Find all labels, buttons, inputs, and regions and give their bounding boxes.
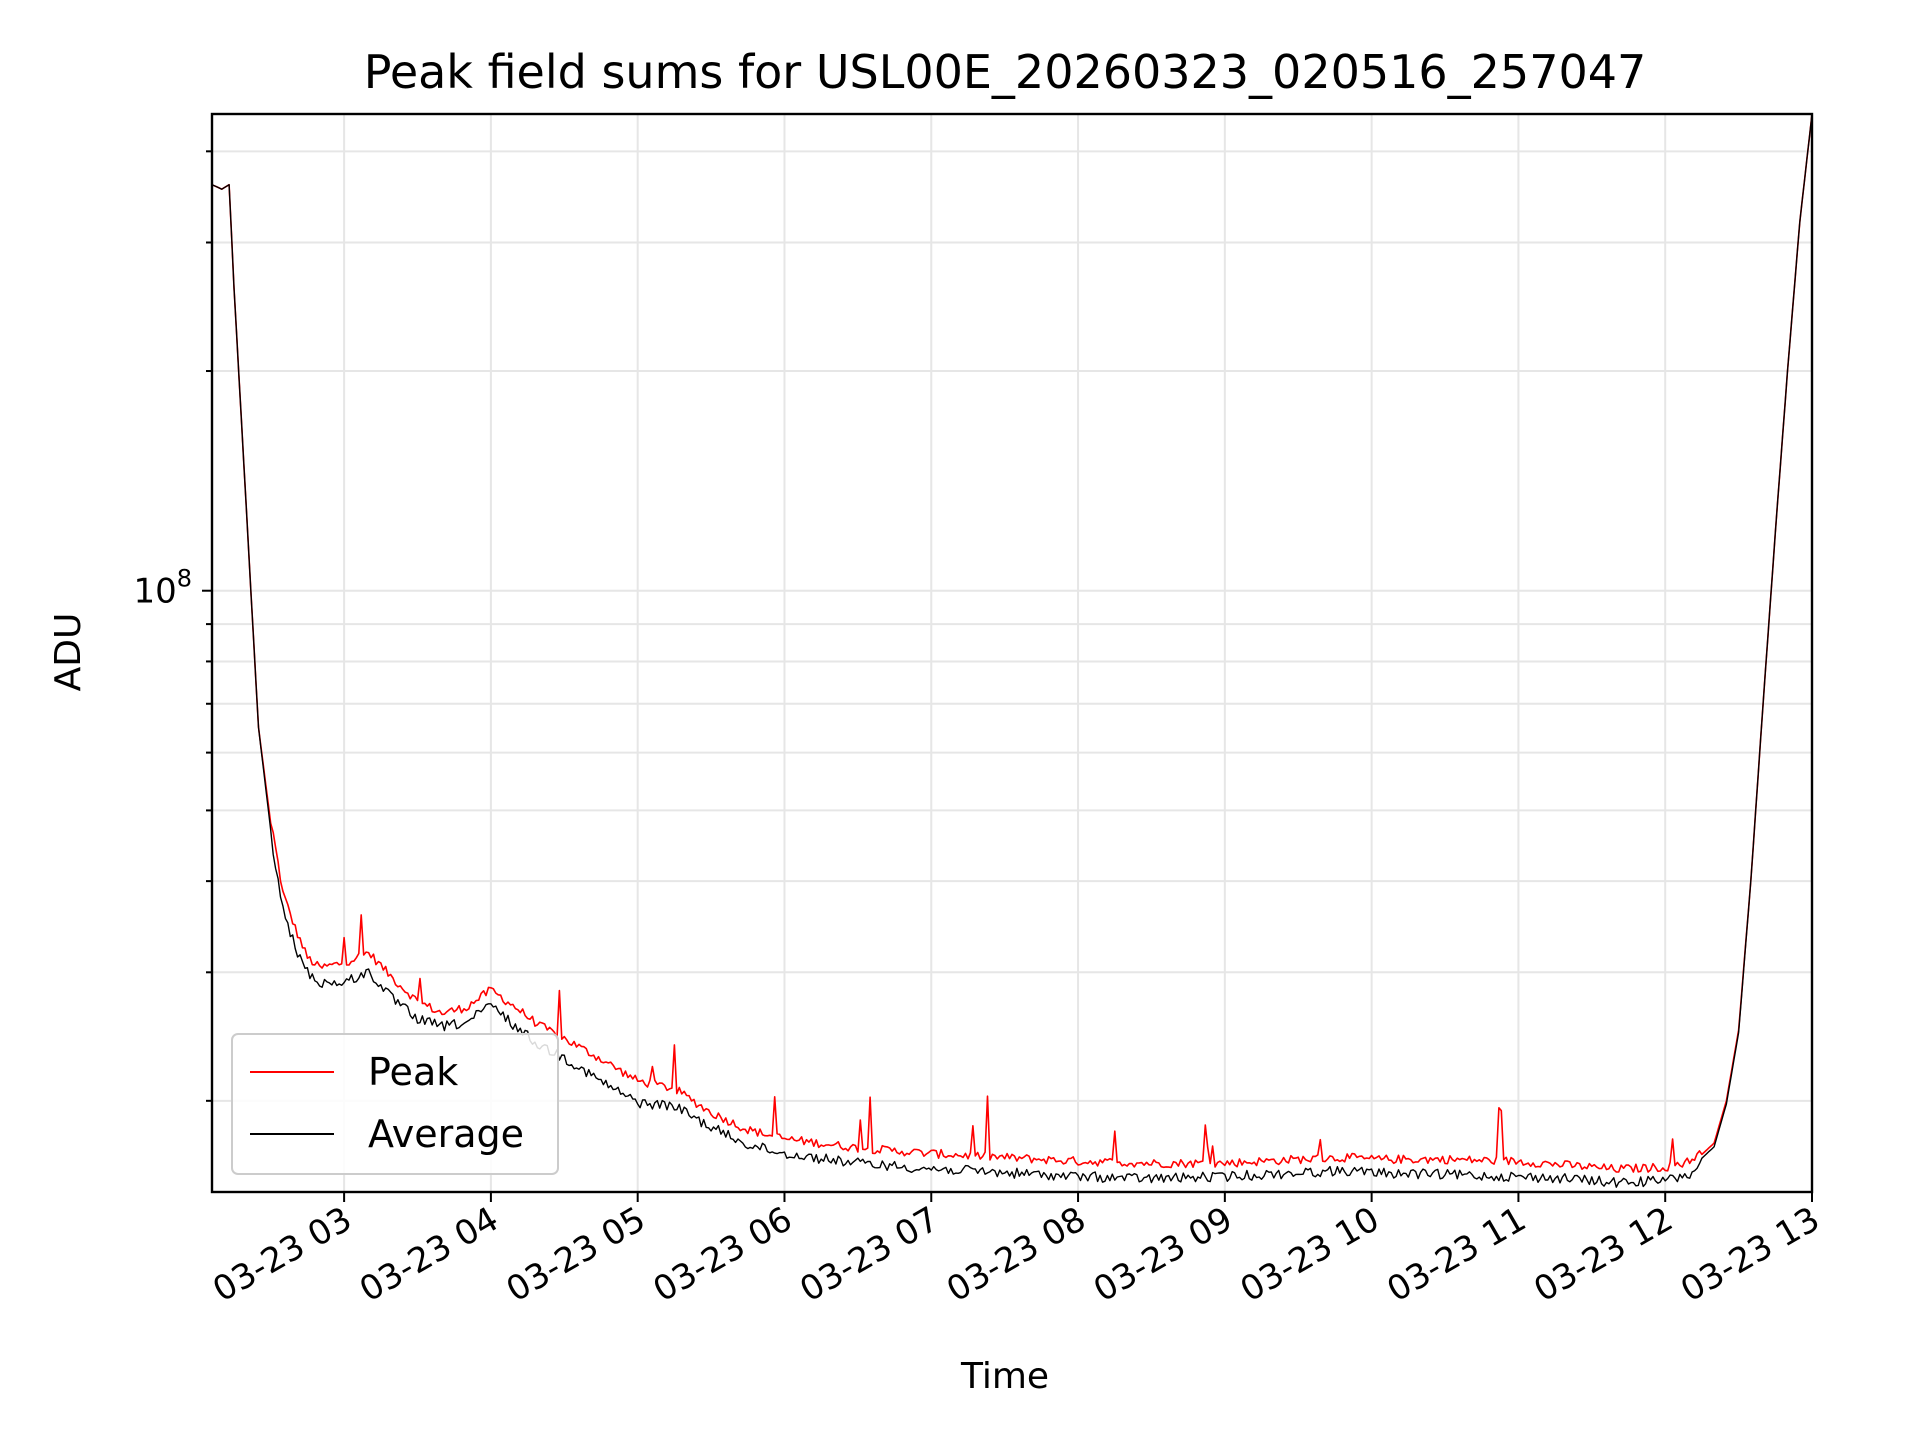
legend-label-peak: Peak: [368, 1050, 458, 1094]
x-tick-label: 03-23 06: [647, 1199, 799, 1310]
x-tick-label: 03-23 13: [1674, 1199, 1826, 1310]
series-line-average: [211, 113, 1813, 1188]
chart-title: Peak field sums for USL00E_20260323_0205…: [364, 45, 1647, 99]
legend-box: [231, 1033, 559, 1175]
plot-frame: [210, 112, 1814, 1194]
series-line-peak: [211, 113, 1813, 1173]
y-axis-label: ADU: [48, 613, 89, 692]
x-tick-label: 03-23 11: [1381, 1199, 1533, 1310]
x-tick-label: 03-23 08: [940, 1199, 1092, 1310]
grid: [212, 114, 1813, 1192]
y-axis: 108: [133, 150, 212, 1102]
legend: Peak Average: [231, 1033, 559, 1175]
x-tick-label: 03-23 12: [1527, 1199, 1679, 1310]
x-tick-label: 03-23 05: [500, 1199, 652, 1310]
x-tick-label: 03-23 10: [1234, 1199, 1386, 1310]
x-axis-label: Time: [960, 1356, 1049, 1397]
series-group: [211, 113, 1813, 1188]
x-tick-label: 03-23 04: [353, 1199, 505, 1310]
y-tick-label: 108: [133, 565, 192, 612]
x-tick-label: 03-23 03: [206, 1199, 358, 1310]
legend-label-average: Average: [368, 1112, 524, 1156]
x-tick-label: 03-23 09: [1087, 1199, 1239, 1310]
x-tick-label: 03-23 07: [793, 1199, 945, 1310]
